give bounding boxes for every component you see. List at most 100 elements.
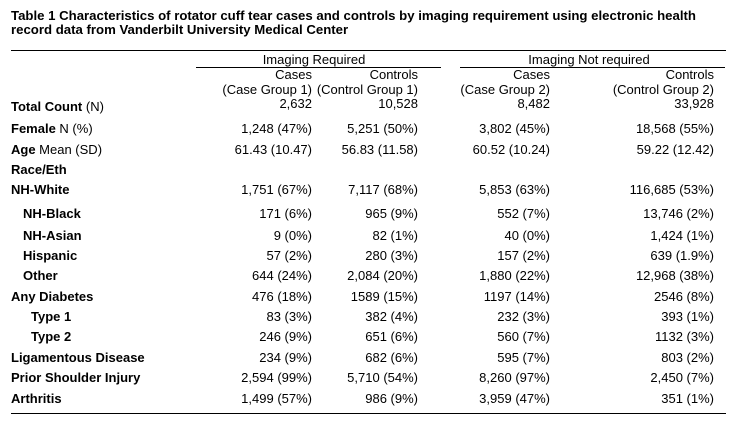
cell: 1132 (3%) (654, 329, 714, 344)
cell: 57 (2%) (266, 248, 312, 263)
cell: 351 (1%) (661, 391, 714, 406)
cell: 476 (18%) (252, 289, 312, 304)
cell: 83 (3%) (266, 309, 312, 324)
column-header-line2: (Control Group 1) (316, 81, 418, 97)
row-label: Type 1 (31, 309, 72, 324)
column-header-case-group-1: Cases (Case Group 1) (222, 67, 312, 97)
cell: 33,928 (674, 96, 714, 111)
cell: 5,251 (50%) (347, 121, 418, 136)
cell: 13,746 (2%) (643, 206, 714, 221)
cell: 3,802 (45%) (479, 121, 550, 136)
table-title: Table 1 Characteristics of rotator cuff … (11, 8, 696, 37)
table-row-ligamentous-disease: Ligamentous Disease 234 (9%) 682 (6%) 59… (0, 348, 736, 368)
row-label: NH-Black (23, 206, 81, 221)
table-row-race-eth: Race/Eth (0, 160, 736, 180)
column-header-line1: Cases (275, 67, 312, 82)
row-label: Prior Shoulder Injury (11, 370, 141, 385)
cell: 60.52 (10.24) (472, 142, 550, 157)
table-row-nh-black: NH-Black 171 (6%) 965 (9%) 552 (7%) 13,7… (0, 204, 736, 224)
cell: 5,710 (54%) (347, 370, 418, 385)
cell: 5,853 (63%) (479, 182, 550, 197)
cell: 2546 (8%) (654, 289, 714, 304)
group-header-imaging-not-required: Imaging Not required (528, 52, 650, 67)
cell: 171 (6%) (259, 206, 312, 221)
cell: 986 (9%) (365, 391, 418, 406)
cell: 560 (7%) (497, 329, 550, 344)
table-row-nh-asian: NH-Asian 9 (0%) 82 (1%) 40 (0%) 1,424 (1… (0, 226, 736, 246)
table-row-age: Age Mean (SD) 61.43 (10.47) 56.83 (11.58… (0, 140, 736, 160)
row-label: Age Mean (SD) (11, 142, 103, 157)
row-label: Female N (%) (11, 121, 93, 136)
cell: 1197 (14%) (483, 289, 550, 304)
table-row-any-diabetes: Any Diabetes 476 (18%) 1589 (15%) 1197 (… (0, 287, 736, 307)
cell: 651 (6%) (365, 329, 418, 344)
column-header-control-group-2: Controls (Control Group 2) (612, 67, 714, 97)
cell: 595 (7%) (497, 350, 550, 365)
row-label: Hispanic (23, 248, 78, 263)
cell: 61.43 (10.47) (234, 142, 312, 157)
cell: 644 (24%) (252, 268, 312, 283)
cell: 234 (9%) (259, 350, 312, 365)
row-label: NH-Asian (23, 228, 82, 243)
cell: 8,260 (97%) (479, 370, 550, 385)
cell: 1,880 (22%) (479, 268, 550, 283)
column-header-line1: Controls (665, 67, 714, 82)
table-row-other: Other 644 (24%) 2,084 (20%) 1,880 (22%) … (0, 266, 736, 286)
column-header-line2: (Control Group 2) (612, 81, 714, 97)
row-label: Ligamentous Disease (11, 350, 145, 365)
column-header-line1: Controls (369, 67, 418, 82)
cell: 965 (9%) (365, 206, 418, 221)
row-label: Arthritis (11, 391, 62, 406)
table-row-nh-white: NH-White 1,751 (67%) 7,117 (68%) 5,853 (… (0, 180, 736, 200)
row-label: NH-White (11, 182, 70, 197)
row-label: Total Count (N) (11, 99, 104, 114)
cell: 393 (1%) (661, 309, 714, 324)
column-header-control-group-1: Controls (Control Group 1) (316, 67, 418, 97)
cell: 382 (4%) (365, 309, 418, 324)
cell: 1,751 (67%) (241, 182, 312, 197)
column-header-line1: Cases (513, 67, 550, 82)
row-label: Race/Eth (11, 162, 67, 177)
cell: 280 (3%) (365, 248, 418, 263)
cell: 12,968 (38%) (635, 268, 714, 283)
table-row-arthritis: Arthritis 1,499 (57%) 986 (9%) 3,959 (47… (0, 389, 736, 409)
column-header-line2: (Case Group 1) (222, 81, 312, 97)
cell: 157 (2%) (497, 248, 550, 263)
group-header-imaging-required: Imaging Required (262, 52, 366, 67)
table-row-type-2: Type 2 246 (9%) 651 (6%) 560 (7%) 1132 (… (0, 327, 736, 347)
row-label: Any Diabetes (11, 289, 94, 304)
table-row-prior-shoulder-injury: Prior Shoulder Injury 2,594 (99%) 5,710 … (0, 368, 736, 388)
table-row-total-count: Total Count (N) 2,632 10,528 8,482 33,92… (0, 96, 736, 117)
cell: 803 (2%) (661, 350, 714, 365)
cell: 1,248 (47%) (241, 121, 312, 136)
cell: 82 (1%) (372, 228, 418, 243)
cell: 2,450 (7%) (650, 370, 714, 385)
table-row-female: Female N (%) 1,248 (47%) 5,251 (50%) 3,8… (0, 119, 736, 139)
cell: 2,632 (279, 96, 312, 111)
cell: 9 (0%) (273, 228, 312, 243)
table-row-type-1: Type 1 83 (3%) 382 (4%) 232 (3%) 393 (1%… (0, 307, 736, 327)
cell: 2,594 (99%) (241, 370, 312, 385)
column-header-line2: (Case Group 2) (460, 81, 550, 97)
table-row-hispanic: Hispanic 57 (2%) 280 (3%) 157 (2%) 639 (… (0, 246, 736, 266)
group-rule-not-required (460, 67, 725, 68)
cell: 59.22 (12.42) (636, 142, 714, 157)
cell: 1,499 (57%) (241, 391, 312, 406)
cell: 40 (0%) (504, 228, 550, 243)
cell: 639 (1.9%) (650, 248, 714, 263)
cell: 3,959 (47%) (479, 391, 550, 406)
cell: 116,685 (53%) (629, 182, 714, 197)
row-label: Other (23, 268, 58, 283)
group-rule-required (196, 67, 441, 68)
cell: 8,482 (517, 96, 550, 111)
cell: 2,084 (20%) (347, 268, 418, 283)
row-label: Type 2 (31, 329, 72, 344)
bottom-rule (11, 413, 726, 414)
cell: 682 (6%) (365, 350, 418, 365)
cell: 56.83 (11.58) (341, 142, 418, 157)
cell: 552 (7%) (497, 206, 550, 221)
cell: 18,568 (55%) (635, 121, 714, 136)
cell: 246 (9%) (259, 329, 312, 344)
cell: 1589 (15%) (350, 289, 418, 304)
